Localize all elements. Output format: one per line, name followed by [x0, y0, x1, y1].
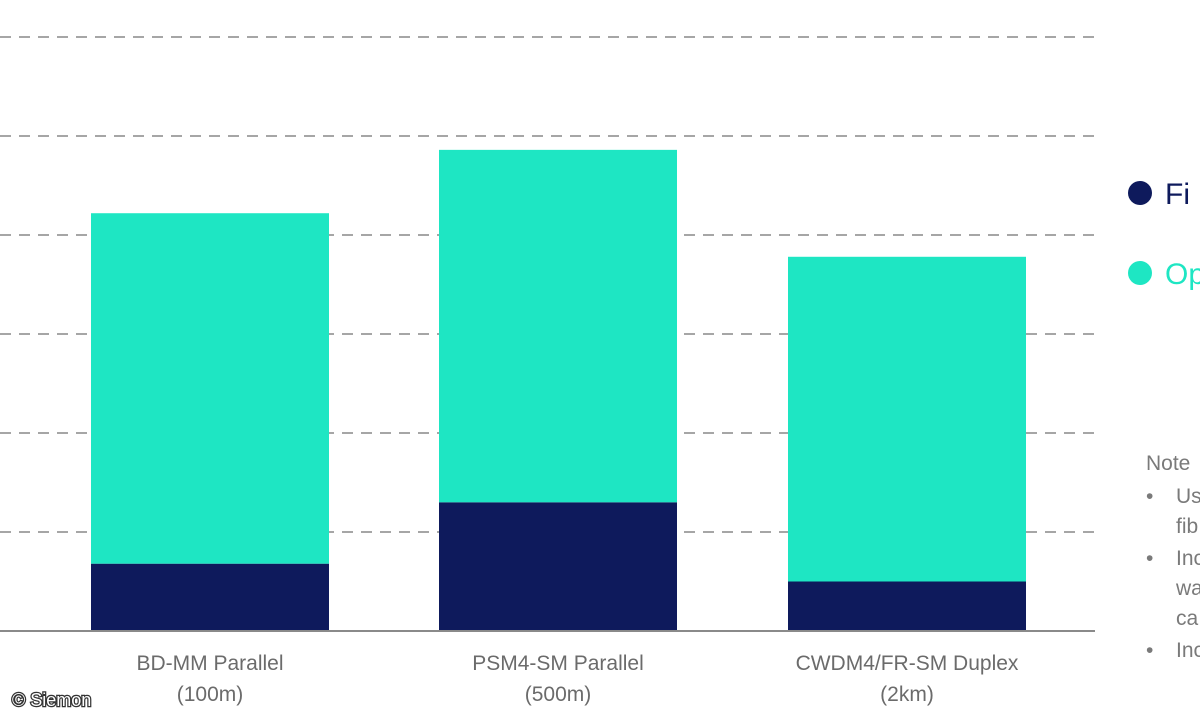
legend-label: Op [1165, 258, 1200, 291]
bar-segment-bottom-2 [439, 502, 677, 631]
notes-line: Us [1176, 485, 1200, 508]
bar-segment-bottom-3 [788, 581, 1026, 631]
notes-line: Inc [1176, 639, 1200, 662]
x-tick-label: (2km) [880, 683, 934, 706]
bar-segment-top-3 [788, 256, 1026, 582]
legend-marker [1128, 181, 1152, 205]
notes-line: fib [1176, 515, 1198, 538]
legend: Fi Op [1128, 178, 1200, 291]
bar-segment-bottom-1 [91, 563, 329, 631]
bar-segment-top-1 [91, 213, 329, 564]
bar-segment-top-2 [439, 149, 677, 503]
notes-line: wa [1175, 577, 1200, 600]
notes-panel: Note • Us fib • Inc wa ca • Inc [1146, 452, 1200, 662]
notes-bullet: • [1146, 485, 1153, 508]
x-tick-label: (100m) [177, 683, 244, 706]
x-tick-label: (500m) [525, 683, 592, 706]
x-tick-label: BD-MM Parallel [136, 652, 283, 675]
x-tick-labels: BD-MM Parallel (100m) PSM4-SM Parallel (500… [136, 652, 1018, 706]
legend-label: Fi [1165, 178, 1190, 211]
notes-bullet: • [1146, 639, 1153, 662]
legend-marker [1128, 261, 1152, 285]
notes-title: Note [1146, 452, 1190, 475]
notes-line: ca [1176, 607, 1199, 630]
bars [91, 149, 1026, 631]
notes-line: Inc [1176, 547, 1200, 570]
x-tick-label: PSM4-SM Parallel [472, 652, 644, 675]
x-tick-label: CWDM4/FR-SM Duplex [796, 652, 1019, 675]
copyright-watermark: © Siemon [12, 690, 91, 710]
notes-bullet: • [1146, 547, 1153, 570]
